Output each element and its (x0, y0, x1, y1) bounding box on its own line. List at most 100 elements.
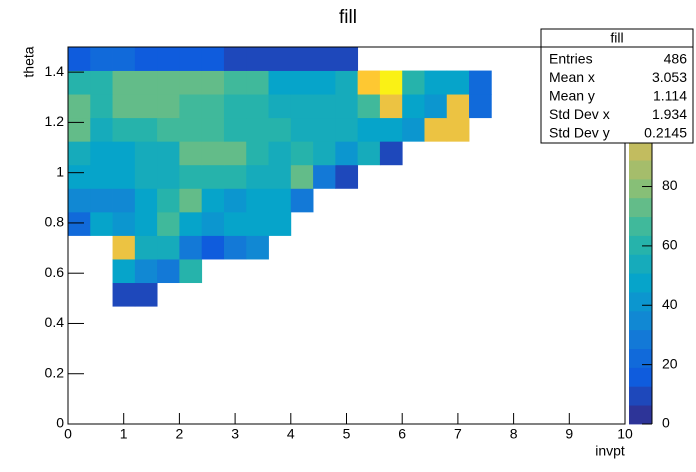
heatmap-cell (290, 70, 314, 95)
heatmap-cell (246, 117, 269, 142)
heatmap-cell (90, 117, 113, 142)
heatmap-cell (68, 141, 91, 166)
palette-band (629, 160, 652, 180)
heatmap-cell (112, 141, 136, 166)
x-tick-label: 5 (343, 426, 351, 442)
heatmap-cell (290, 164, 314, 189)
stats-label: Mean y (549, 88, 595, 104)
heatmap-cell (134, 117, 158, 142)
heatmap-cell (268, 70, 292, 95)
stats-value: 1.114 (653, 88, 687, 104)
heatmap-cell (335, 117, 359, 142)
stats-value: 0.2145 (644, 125, 687, 141)
heatmap-cell (179, 94, 203, 119)
y-tick-label: 0 (56, 415, 64, 431)
palette-band (629, 329, 652, 349)
heatmap-cell (313, 94, 336, 119)
x-tick-label: 3 (231, 426, 239, 442)
heatmap-cell (223, 141, 247, 166)
palette-band (629, 292, 652, 312)
heatmap-cell (335, 47, 359, 71)
x-tick-label: 10 (617, 426, 633, 442)
heatmap-cell (223, 188, 247, 213)
x-tick-label: 4 (287, 426, 295, 442)
palette-band (629, 386, 652, 406)
heatmap-cell (201, 164, 225, 189)
heatmap-cell (68, 188, 91, 213)
heatmap-cell (112, 211, 136, 236)
z-tick-label: 40 (662, 296, 678, 312)
heatmap-cell (313, 164, 336, 189)
heatmap-cell (179, 235, 203, 260)
z-tick-label: 20 (662, 355, 678, 371)
heatmap-cell (134, 70, 158, 95)
heatmap-cell (68, 47, 91, 71)
heatmap-cell (112, 282, 136, 307)
stats-value: 486 (664, 51, 688, 67)
palette-band (629, 235, 652, 255)
heatmap-cell (246, 94, 269, 119)
z-tick-label: 60 (662, 237, 678, 253)
heatmap-cell (201, 47, 225, 71)
heatmap-cell (134, 47, 158, 71)
palette-band (629, 348, 652, 368)
heatmap-cell (379, 141, 403, 166)
stats-label: Mean x (549, 69, 595, 85)
heatmap-cell (290, 117, 314, 142)
heatmap-cell (290, 47, 314, 71)
x-tick-label: 1 (120, 426, 128, 442)
heatmap-cell (246, 188, 269, 213)
heatmap-cell (134, 259, 158, 284)
heatmap-cell (112, 259, 136, 284)
heatmap-cell (157, 188, 180, 213)
palette-band (629, 197, 652, 218)
heatmap-cell (223, 235, 247, 260)
y-axis-title: theta (21, 46, 37, 77)
heatmap-cell (179, 188, 203, 213)
y-tick-label: 0.2 (45, 364, 65, 380)
heatmap-cell (469, 94, 492, 119)
heatmap-cell (90, 141, 113, 166)
heatmap-cell (201, 141, 225, 166)
heatmap-cell (157, 117, 180, 142)
heatmap-cell (335, 94, 359, 119)
x-tick-label: 8 (510, 426, 518, 442)
heatmap-cell (223, 211, 247, 236)
heatmap-cell (379, 70, 403, 95)
heatmap-cell (157, 211, 180, 236)
heatmap-cell (179, 117, 203, 142)
heatmap-cell (223, 117, 247, 142)
y-tick-label: 1.4 (45, 63, 65, 79)
heatmap-cell (313, 117, 336, 142)
heatmap-cell (223, 70, 247, 95)
heatmap-cell (157, 94, 180, 119)
heatmap-cell (90, 188, 113, 213)
z-tick-label: 0 (662, 415, 670, 431)
heatmap-cell (246, 47, 269, 71)
heatmap-cell (112, 117, 136, 142)
heatmap-cell (179, 211, 203, 236)
heatmap-cell (201, 188, 225, 213)
heatmap-cell (157, 141, 180, 166)
palette-band (629, 216, 652, 236)
heatmap-cell (223, 47, 247, 71)
heatmap-cell (357, 141, 381, 166)
heatmap-cell (357, 70, 381, 95)
heatmap-cell (90, 47, 113, 71)
heatmap-cell (223, 94, 247, 119)
heatmap-cell (223, 164, 247, 189)
heatmap-cell (112, 188, 136, 213)
palette-band (629, 405, 652, 425)
heatmap-cell (246, 211, 269, 236)
x-tick-label: 7 (454, 426, 462, 442)
heatmap-cell (112, 47, 136, 71)
heatmap-cell (90, 70, 113, 95)
x-tick-label: 0 (64, 426, 72, 442)
heatmap-cell (179, 259, 203, 284)
heatmap-cell (446, 94, 470, 119)
heatmap-cell (246, 141, 269, 166)
stats-label: Std Dev x (549, 106, 610, 122)
heatmap-cell (357, 94, 381, 119)
heatmap-cell (68, 117, 91, 142)
